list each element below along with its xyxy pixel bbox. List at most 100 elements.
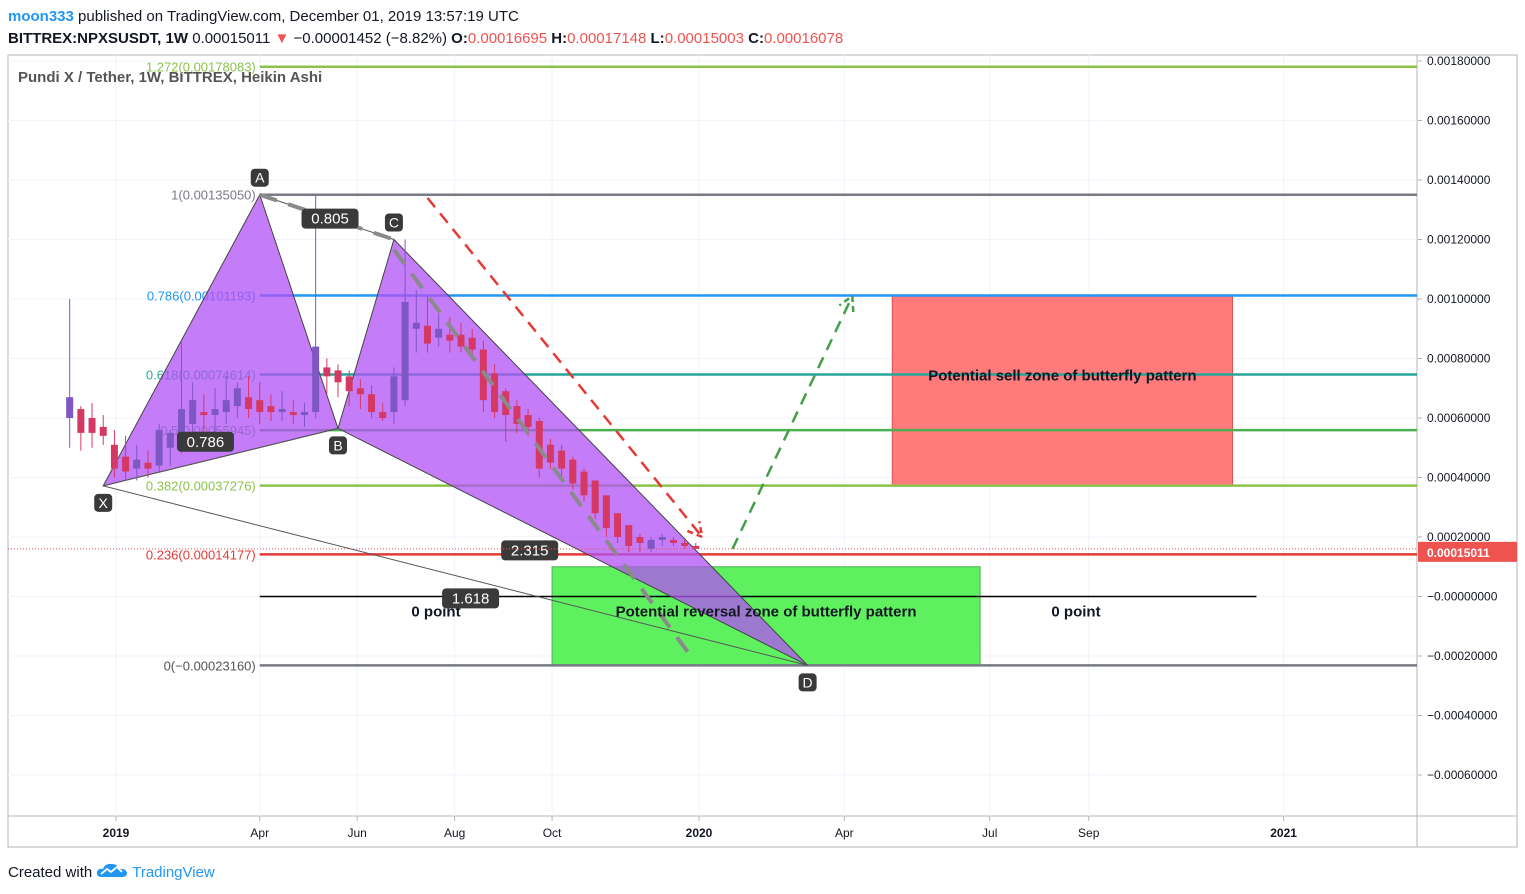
xd-leg xyxy=(103,485,808,666)
reversal-zone-label: Potential reversal zone of butterfly pat… xyxy=(616,604,917,621)
ratio-tag-bg xyxy=(301,208,359,229)
candle-body xyxy=(110,444,118,469)
ratio-tag: 0.805 xyxy=(301,208,359,229)
candle-body xyxy=(233,388,241,407)
pattern-point-b: B xyxy=(329,436,348,455)
ratio-tag-bg xyxy=(442,588,500,609)
tradingview-brand-link[interactable]: TradingView xyxy=(132,863,215,881)
pattern-point-d: D xyxy=(798,673,817,692)
ratio-tag-label: 1.618 xyxy=(452,590,490,607)
candle-body xyxy=(222,400,230,413)
y-tick-label: 0.00020000 xyxy=(1427,530,1491,544)
ratio-tag: 2.315 xyxy=(501,540,559,561)
candle-body xyxy=(558,450,566,469)
fib-level-label: 1(0.00135050) xyxy=(171,188,256,203)
candle-body xyxy=(267,406,275,413)
candle-body xyxy=(211,409,219,416)
x-tick-label: Jul xyxy=(982,826,997,840)
fib-level-label: 1.272(0.00178083) xyxy=(146,60,256,75)
candle-body xyxy=(323,367,331,377)
cd-dashed-guide xyxy=(392,248,692,657)
candle-body xyxy=(446,334,454,341)
fib-level-label: 0(−0.00023160) xyxy=(164,658,256,673)
candle-body xyxy=(278,409,286,413)
publisher-link[interactable]: moon333 xyxy=(8,8,74,25)
x-tick-label: 2021 xyxy=(1270,826,1297,840)
candle-body xyxy=(200,412,208,416)
candle-body xyxy=(77,409,85,433)
y-tick-label: 0.00080000 xyxy=(1427,352,1491,366)
candle-body xyxy=(334,370,342,383)
candle-body xyxy=(524,415,532,427)
candle-body xyxy=(122,456,130,472)
bearish-projection-line xyxy=(426,197,704,538)
candle-body xyxy=(412,322,420,329)
candle-body xyxy=(155,429,163,466)
y-tick-label: 0.00060000 xyxy=(1427,411,1491,425)
bullish-arrow-head-icon xyxy=(838,293,855,313)
x-tick-label: 2020 xyxy=(686,826,713,840)
candle-body xyxy=(491,373,499,413)
candle-body xyxy=(356,388,364,395)
ratio-tag: 1.618 xyxy=(442,588,500,609)
fib-level-label: 0.382(0.00037276) xyxy=(146,479,256,494)
publish-line: moon333 published on TradingView.com, De… xyxy=(8,6,843,28)
point-marker-bg xyxy=(329,436,348,455)
candle-body xyxy=(468,337,476,350)
candle-body xyxy=(658,537,666,540)
bullish-projection-line xyxy=(731,295,854,550)
point-marker-label: A xyxy=(255,170,265,186)
candle-body xyxy=(144,462,152,469)
chart-frame xyxy=(7,54,1518,848)
bearish-arrow-head-icon xyxy=(686,521,704,540)
fib-level-label: 0.236(0.00014177) xyxy=(146,547,256,562)
point-marker-bg xyxy=(384,213,403,232)
candle-body xyxy=(300,412,308,416)
reversal-zone-box xyxy=(551,566,981,666)
candle-body xyxy=(133,459,141,469)
candle-body xyxy=(513,406,521,424)
point-marker-label: X xyxy=(99,495,109,511)
candle-body xyxy=(535,420,543,469)
point-marker-bg xyxy=(94,493,113,512)
created-with-text: Created with xyxy=(8,863,93,881)
candle-body xyxy=(245,397,253,410)
candle-body xyxy=(625,525,633,546)
candle-body xyxy=(401,301,409,401)
candle-body xyxy=(569,459,577,484)
candle-body xyxy=(368,394,376,413)
candle-body xyxy=(681,542,689,546)
ratio-tag-label: 0.786 xyxy=(187,434,225,451)
chart-header: moon333 published on TradingView.com, De… xyxy=(8,6,843,50)
candle-body xyxy=(580,471,588,496)
ohlc-high: H:0.00017148 xyxy=(551,30,647,47)
last-price: 0.00015011 xyxy=(192,30,271,47)
y-tick-label: 0.00100000 xyxy=(1427,292,1491,306)
ohlc-low: L:0.00015003 xyxy=(650,30,744,47)
candle-body xyxy=(256,400,264,413)
price-change: −0.00001452 (−8.82%) xyxy=(293,30,447,47)
candle-body xyxy=(647,539,655,549)
xb-leg xyxy=(103,427,339,487)
candle-body xyxy=(189,400,197,424)
candle-body xyxy=(379,412,387,418)
candle-body xyxy=(636,537,644,543)
published-text: published on TradingView.com, December 0… xyxy=(78,8,519,25)
symbol-label[interactable]: BITTREX:NPXSUSDT, 1W xyxy=(8,30,189,47)
candle-body xyxy=(546,444,554,463)
candle-body xyxy=(602,495,610,529)
chart-title: Pundi X / Tether, 1W, BITTREX, Heikin As… xyxy=(18,69,322,86)
candle-body xyxy=(435,328,443,338)
tradingview-cloud-icon xyxy=(96,862,128,882)
symbol-line: BITTREX:NPXSUSDT, 1W 0.00015011 ▼ −0.000… xyxy=(8,28,843,50)
candle-body xyxy=(88,418,96,433)
y-tick-label: −0.00060000 xyxy=(1427,768,1498,782)
candle-body xyxy=(166,432,174,448)
candle-body xyxy=(289,412,297,416)
point-marker-bg xyxy=(250,168,269,187)
ratio-tag-label: 2.315 xyxy=(511,542,549,559)
x-tick-label: Oct xyxy=(543,826,562,840)
point-marker-label: D xyxy=(803,674,813,690)
candle-body xyxy=(345,376,353,392)
